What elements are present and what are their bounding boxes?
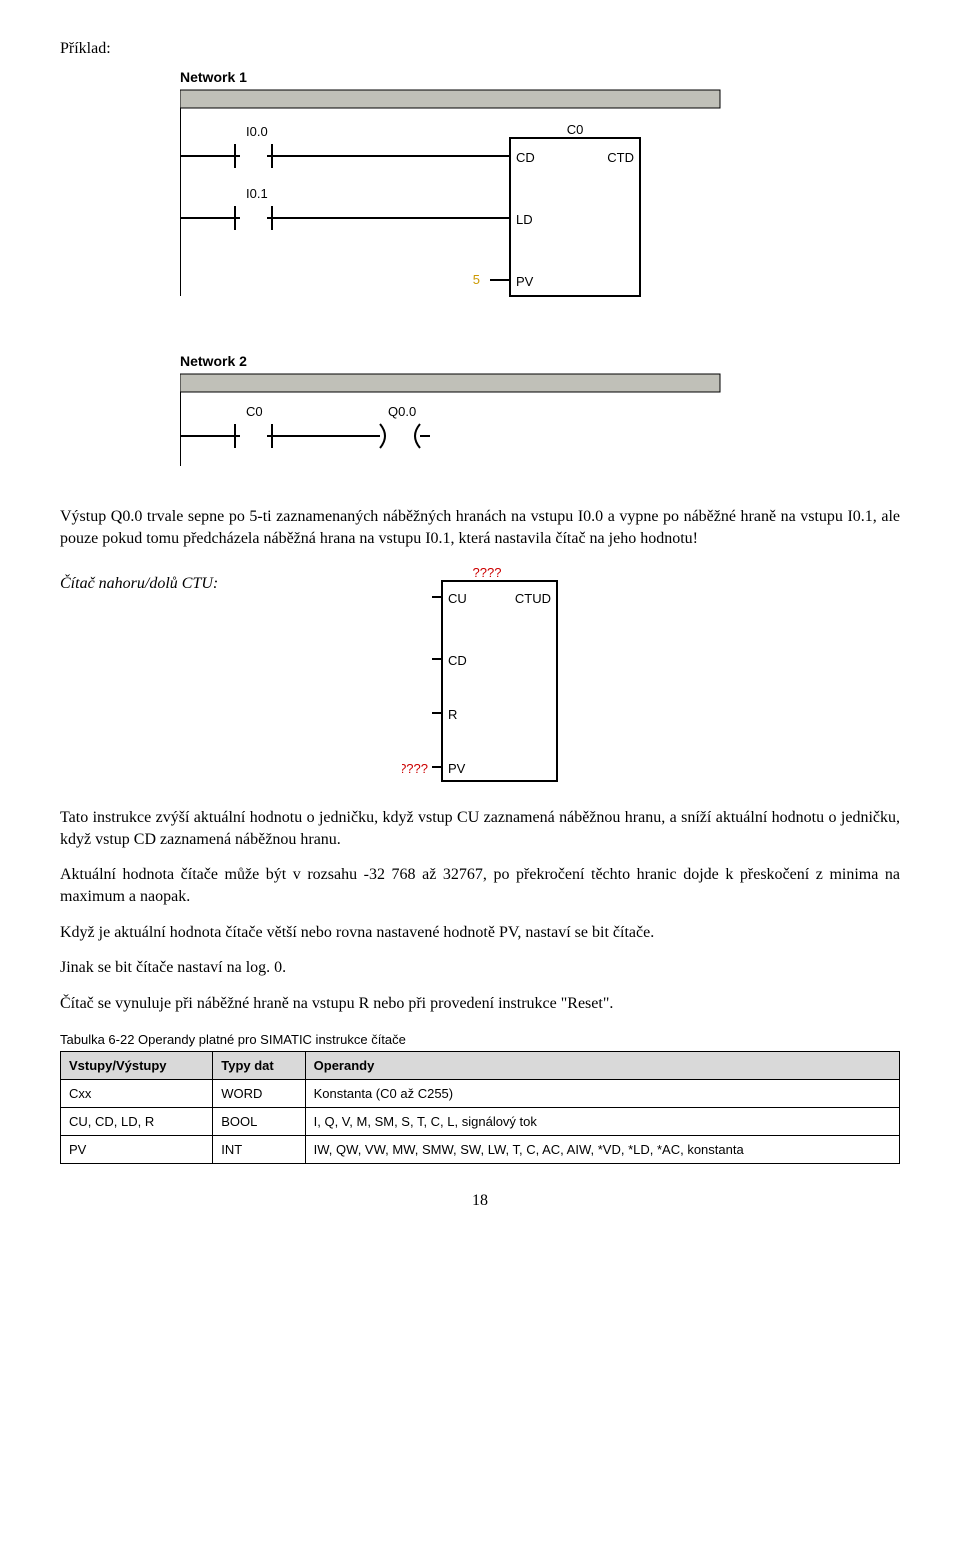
network1-title: Network 1 — [180, 69, 247, 85]
ctd-top-label: C0 — [567, 122, 584, 137]
paragraph-2: Tato instrukce zvýší aktuální hodnotu o … — [60, 807, 900, 850]
ctud-port-cu: CU — [448, 591, 467, 606]
ctud-port-r: R — [448, 707, 457, 722]
ctud-port-cd: CD — [448, 653, 467, 668]
page-number: 18 — [60, 1192, 900, 1210]
contact-i01-label: I0.1 — [246, 186, 268, 201]
paragraph-1: Výstup Q0.0 trvale sepne po 5-ti zazname… — [60, 506, 900, 549]
network2-bar — [180, 374, 720, 392]
table-header: Vstupy/Výstupy — [61, 1052, 213, 1080]
paragraph-6: Čítač se vynuluje při náběžné hraně na v… — [60, 993, 900, 1015]
table-header: Operandy — [305, 1052, 899, 1080]
table-cell: I, Q, V, M, SM, S, T, C, L, signálový to… — [305, 1108, 899, 1136]
table-cell: INT — [213, 1136, 305, 1164]
table-cell: Cxx — [61, 1080, 213, 1108]
contact-c0-label: C0 — [246, 404, 263, 419]
table-cell: IW, QW, VW, MW, SMW, SW, LW, T, C, AC, A… — [305, 1136, 899, 1164]
table-header: Typy dat — [213, 1052, 305, 1080]
ctd-right-label: CTD — [607, 150, 634, 165]
ctd-port-pv: PV — [516, 274, 534, 289]
paragraph-4: Když je aktuální hodnota čítače větší ne… — [60, 922, 900, 944]
table-header-row: Vstupy/Výstupy Typy dat Operandy — [61, 1052, 900, 1080]
paragraph-5: Jinak se bit čítače nastaví na log. 0. — [60, 957, 900, 979]
ctud-svg: ???? CU CTUD CD R PV ???? — [402, 563, 582, 793]
contact-i00-label: I0.0 — [246, 124, 268, 139]
ctu-heading: Čítač nahoru/dolů CTU: — [60, 563, 218, 593]
ctud-top-unknown: ???? — [473, 565, 502, 580]
table-row: Cxx WORD Konstanta (C0 až C255) — [61, 1080, 900, 1108]
table-cell: Konstanta (C0 až C255) — [305, 1080, 899, 1108]
table-cell: CU, CD, LD, R — [61, 1108, 213, 1136]
table-caption: Tabulka 6-22 Operandy platné pro SIMATIC… — [60, 1032, 900, 1047]
ctud-left-unknown: ???? — [402, 761, 428, 776]
table-row: PV INT IW, QW, VW, MW, SMW, SW, LW, T, C… — [61, 1136, 900, 1164]
table-cell: BOOL — [213, 1108, 305, 1136]
table-cell: WORD — [213, 1080, 305, 1108]
pv-value: 5 — [473, 272, 480, 287]
ctd-port-cd: CD — [516, 150, 535, 165]
network1-bar — [180, 90, 720, 108]
paragraph-3: Aktuální hodnota čítače může být v rozsa… — [60, 864, 900, 907]
ladder-svg: Network 1 I0.0 I0.1 5 C0 CD CTD LD PV N — [180, 66, 740, 486]
table-row: CU, CD, LD, R BOOL I, Q, V, M, SM, S, T,… — [61, 1108, 900, 1136]
ctd-port-ld: LD — [516, 212, 533, 227]
table-cell: PV — [61, 1136, 213, 1164]
operands-table: Vstupy/Výstupy Typy dat Operandy Cxx WOR… — [60, 1051, 900, 1164]
ctud-diagram: ???? CU CTUD CD R PV ???? — [402, 563, 582, 793]
ctud-right-label: CTUD — [515, 591, 551, 606]
example-label: Příklad: — [60, 40, 900, 58]
ctud-box — [442, 581, 557, 781]
network2-title: Network 2 — [180, 353, 247, 369]
ladder-diagram-network: Network 1 I0.0 I0.1 5 C0 CD CTD LD PV N — [180, 66, 900, 486]
coil-q00-label: Q0.0 — [388, 404, 416, 419]
ctud-port-pv: PV — [448, 761, 466, 776]
